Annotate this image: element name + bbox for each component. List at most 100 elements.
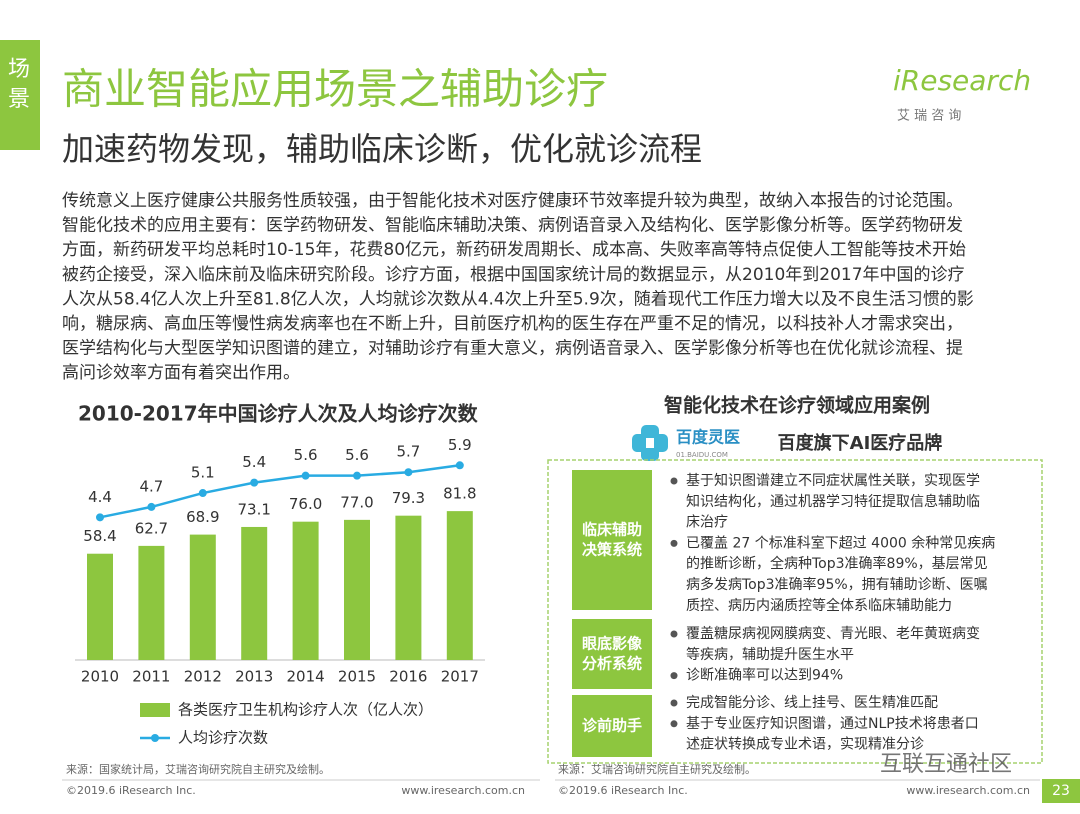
case-text: 完成智能分诊、线上挂号、医生精准匹配 bbox=[686, 695, 938, 711]
point bbox=[198, 489, 207, 498]
point-label: 5.6 bbox=[294, 446, 318, 464]
brand-icon bbox=[632, 425, 668, 461]
x-tick-label: 2013 bbox=[235, 668, 273, 686]
subtitle: 加速药物发现，辅助临床诊断，优化就诊流程 bbox=[62, 130, 702, 168]
point bbox=[455, 461, 464, 470]
point bbox=[147, 502, 156, 511]
bar-label: 73.1 bbox=[237, 500, 270, 518]
x-tick-label: 2015 bbox=[338, 668, 376, 686]
tab bbox=[0, 40, 40, 150]
case-text: 质控、病历内涵质控等全体系临床辅助能力 bbox=[686, 597, 952, 614]
bar-label: 79.3 bbox=[392, 489, 425, 507]
point-label: 4.4 bbox=[88, 488, 112, 506]
point bbox=[96, 513, 104, 522]
page-box bbox=[1042, 779, 1080, 803]
legend-label: 人均诊疗次数 bbox=[178, 729, 268, 747]
case-text: 诊断准确率可以达到94% bbox=[686, 667, 843, 684]
x-tick-label: 2017 bbox=[441, 668, 479, 686]
bullet bbox=[670, 539, 678, 547]
legend-swatch bbox=[140, 703, 170, 717]
bar bbox=[395, 515, 422, 660]
case-text: 病多发病Top3准确率95%，拥有辅助诊断、医嘱 bbox=[686, 576, 988, 593]
cases-box bbox=[547, 459, 1043, 764]
bar bbox=[292, 521, 319, 660]
case-text: 覆盖糖尿病视网膜病变、青光眼、老年黄斑病变 bbox=[686, 625, 980, 642]
x-tick-label: 2014 bbox=[287, 668, 325, 686]
case-text: 床治疗 bbox=[686, 515, 728, 531]
line bbox=[99, 464, 460, 519]
source: 来源：艾瑞咨询研究院自主研究及绘制。 bbox=[558, 762, 756, 776]
chart-title: 2010-2017年中国诊疗人次及人均诊疗次数 bbox=[78, 402, 479, 426]
bullet bbox=[670, 720, 678, 728]
case-label: 诊前助手 bbox=[582, 717, 642, 735]
x-tick-label: 2016 bbox=[389, 668, 427, 686]
brand-tagline: 百度旗下AI医疗品牌 bbox=[778, 432, 943, 454]
case-text: 基于知识图谱建立不同症状属性关联，实现医学 bbox=[686, 472, 980, 489]
copyright: ©2019.6 iResearch Inc. bbox=[558, 784, 688, 797]
legend-label: 各类医疗卫生机构诊疗人次（亿人次） bbox=[178, 701, 433, 719]
body-line: 传统意义上医疗健康公共服务性质较强，由于智能化技术对医疗健康环节效率提升较为典型… bbox=[62, 191, 963, 211]
case-text: 等疾病，辅助提升医生水平 bbox=[686, 646, 854, 663]
page-number: 23 bbox=[1052, 783, 1070, 799]
bullet bbox=[670, 630, 678, 638]
bar bbox=[87, 553, 113, 660]
case-text: 的推断诊断，全病种Top3准确率89%，基层常见 bbox=[686, 555, 988, 572]
point-label: 5.9 bbox=[448, 436, 472, 454]
x-tick-label: 2011 bbox=[132, 668, 170, 686]
bar-label: 68.9 bbox=[186, 508, 219, 526]
case-label-box bbox=[572, 695, 652, 757]
case-text: 基于专业医疗知识图谱，通过NLP技术将患者口 bbox=[686, 715, 979, 732]
bar-label: 58.4 bbox=[83, 527, 116, 545]
case-text: 述症状转换成专业术语，实现精准分诊 bbox=[686, 736, 924, 753]
body-line: 人次从58.4亿人次上升至81.8亿人次，人均就诊次数从4.4次上升至5.9次，… bbox=[62, 289, 974, 309]
body-line: 方面，新药研发平均总耗时10-15年，花费80亿元，新药研发周期长、成本高、失败… bbox=[62, 239, 966, 260]
case-label-box bbox=[572, 470, 652, 610]
point-label: 5.4 bbox=[242, 453, 266, 471]
point-label: 5.1 bbox=[191, 464, 215, 482]
bullet bbox=[670, 477, 678, 485]
point-label: 4.7 bbox=[139, 477, 163, 495]
brand-logo: 百度灵医 bbox=[676, 428, 740, 447]
case-text: 知识结构化，通过机器学习特征提取信息辅助临 bbox=[686, 493, 980, 510]
point bbox=[404, 468, 413, 477]
bar bbox=[189, 534, 216, 660]
bar bbox=[446, 511, 473, 660]
url: www.iresearch.com.cn bbox=[401, 784, 525, 797]
tab-text: 场景 bbox=[8, 57, 30, 112]
case-label-box bbox=[572, 619, 652, 689]
url: www.iresearch.com.cn bbox=[906, 784, 1030, 797]
point-label: 5.7 bbox=[396, 443, 420, 461]
case-label: 临床辅助 bbox=[582, 521, 642, 539]
point bbox=[353, 471, 361, 480]
case-label: 决策系统 bbox=[582, 541, 642, 559]
cases-title: 智能化技术在诊疗领域应用案例 bbox=[664, 394, 930, 417]
logo-cn: 艾 瑞 咨 询 bbox=[897, 109, 961, 124]
logo-brand: iResearch bbox=[893, 64, 1031, 97]
body-line: 被药企接受，深入临床前及临床研究阶段。诊疗方面，根据中国国家统计局的数据显示，从… bbox=[62, 265, 965, 285]
bar bbox=[344, 519, 370, 660]
bar-label: 62.7 bbox=[135, 519, 168, 537]
copyright: ©2019.6 iResearch Inc. bbox=[66, 784, 196, 797]
case-text: 已覆盖 27 个标准科室下超过 4000 余种常见疾病 bbox=[686, 534, 995, 551]
bullet bbox=[670, 672, 678, 680]
source: 来源：国家统计局，艾瑞咨询研究院自主研究及绘制。 bbox=[66, 762, 330, 776]
bar-label: 76.0 bbox=[289, 495, 322, 513]
x-tick-label: 2010 bbox=[81, 668, 119, 686]
x-tick-label: 2012 bbox=[184, 668, 222, 686]
title: 商业智能应用场景之辅助诊疗 bbox=[62, 65, 608, 114]
watermark: 互联互通社区 bbox=[880, 752, 1012, 777]
point bbox=[250, 478, 259, 487]
bar bbox=[138, 545, 165, 660]
body-line: 响，糖尿病、高血压等慢性病发病率也在不断上升，目前医疗机构的医生存在严重不足的情… bbox=[62, 313, 963, 334]
bar bbox=[241, 526, 268, 660]
brand-domain: 01.BAIDU.COM bbox=[676, 451, 728, 459]
bar-label: 77.0 bbox=[340, 493, 373, 511]
case-label: 眼底影像 bbox=[582, 635, 643, 653]
case-label: 分析系统 bbox=[582, 655, 642, 673]
legend-swatch bbox=[151, 734, 159, 742]
body-line: 高问诊效率方面有着突出作用。 bbox=[62, 363, 300, 383]
point bbox=[301, 471, 310, 480]
body-line: 智能化技术的应用主要有：医学药物研发、智能临床辅助决策、病例语音录入及结构化、医… bbox=[62, 216, 963, 236]
